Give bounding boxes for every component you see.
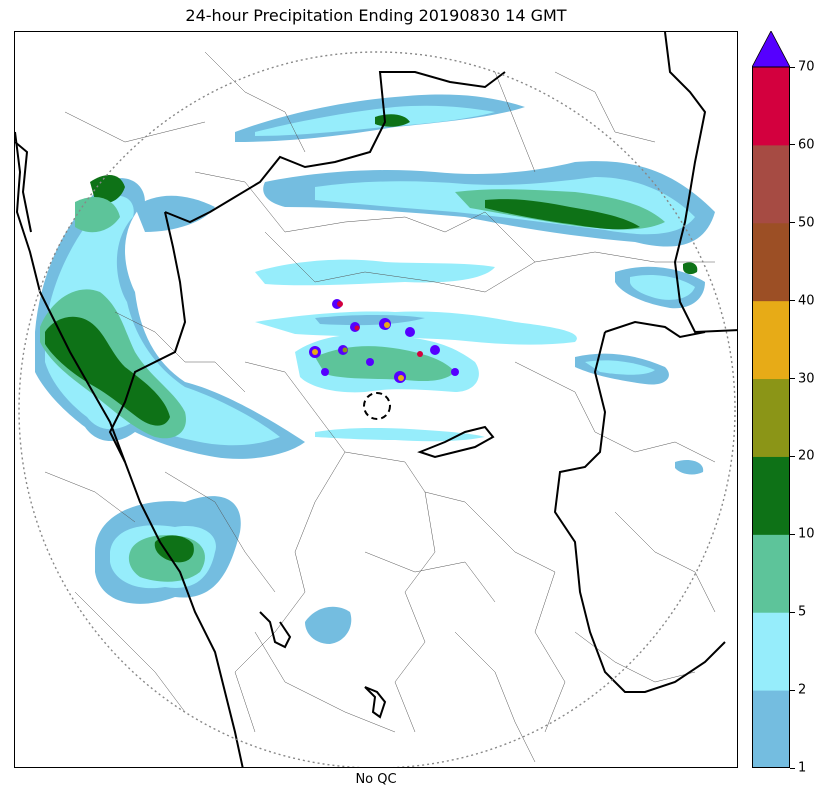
- map-xlabel: No QC: [355, 772, 397, 787]
- district-boundaries: [44, 51, 716, 763]
- intense-cells: [309, 299, 459, 383]
- colorbar-tick-label: 2: [798, 682, 807, 698]
- state-boundaries: [15, 32, 737, 767]
- precip-southwest-dark: [154, 535, 194, 563]
- cell-2: [337, 301, 343, 307]
- cell-12: [342, 347, 348, 353]
- colorbar-tick-mark: [790, 66, 795, 68]
- colorbar-tick-label: 1: [798, 760, 807, 776]
- colorbar-segment: [752, 690, 790, 768]
- precip-east-patch-green: [683, 262, 698, 275]
- radar-location-marker: [363, 392, 391, 420]
- colorbar-border: [752, 66, 790, 768]
- colorbar-tick-mark: [790, 689, 795, 691]
- precip-north-coast-dark: [90, 175, 125, 204]
- cell-14: [398, 375, 404, 381]
- precip-southeast-band-cyan: [585, 360, 655, 375]
- colorbar-tick-label: 50: [798, 215, 815, 231]
- colorbar-tick-mark: [790, 533, 795, 535]
- cell-9: [405, 327, 415, 337]
- cell-4: [312, 349, 318, 355]
- colorbar-tick-label: 10: [798, 526, 815, 542]
- colorbar-segment: [752, 300, 790, 380]
- colorbar-tick-mark: [790, 300, 795, 302]
- precip-south-patch: [305, 606, 352, 644]
- radar-map: [14, 31, 738, 768]
- cell-8: [384, 322, 390, 328]
- colorbar: [752, 31, 790, 768]
- colorbar-segment: [752, 612, 790, 691]
- colorbar-extend-triangle: [752, 31, 790, 68]
- precip-northwest-green: [75, 197, 120, 233]
- cell-15: [366, 358, 374, 366]
- cell-18: [417, 351, 423, 357]
- colorbar-tick-label: 20: [798, 448, 815, 464]
- cell-17: [321, 368, 329, 376]
- precip-mid-band-2-blue: [315, 315, 425, 326]
- precipitation-field: [35, 94, 715, 644]
- colorbar-segment: [752, 456, 790, 535]
- precip-west-coast-dark: [45, 316, 170, 426]
- map-title: 24-hour Precipitation Ending 20190830 14…: [185, 6, 567, 25]
- colorbar-tick-label: 60: [798, 137, 815, 153]
- colorbar-tick-mark: [790, 144, 795, 146]
- colorbar-tick-mark: [790, 767, 795, 769]
- cell-6: [354, 325, 360, 331]
- colorbar-tick-mark: [790, 378, 795, 380]
- precip-north-patch-blue: [135, 195, 215, 232]
- colorbar-segment: [752, 534, 790, 613]
- colorbar-tick-label: 40: [798, 293, 815, 309]
- colorbar-segment: [752, 144, 790, 224]
- precip-south-light-band: [315, 427, 485, 442]
- colorbar-tick-mark: [790, 611, 795, 613]
- colorbar-tick-mark: [790, 222, 795, 224]
- colorbar-segment: [752, 222, 790, 302]
- radar-range-ring: [18, 51, 736, 767]
- colorbar-tick-label: 70: [798, 59, 815, 75]
- colorbar-tick-label: 5: [798, 604, 807, 620]
- precip-north-band-2-dark: [485, 199, 640, 230]
- precip-mid-band-1: [255, 259, 495, 286]
- radar-map-canvas: [15, 32, 737, 767]
- colorbar-segment: [752, 378, 790, 457]
- colorbar-tick-label: 30: [798, 371, 815, 387]
- colorbar-tick-mark: [790, 455, 795, 457]
- colorbar-segment: [752, 67, 790, 146]
- precip-southeast-small: [675, 460, 704, 475]
- cell-16: [451, 368, 459, 376]
- cell-10: [430, 345, 440, 355]
